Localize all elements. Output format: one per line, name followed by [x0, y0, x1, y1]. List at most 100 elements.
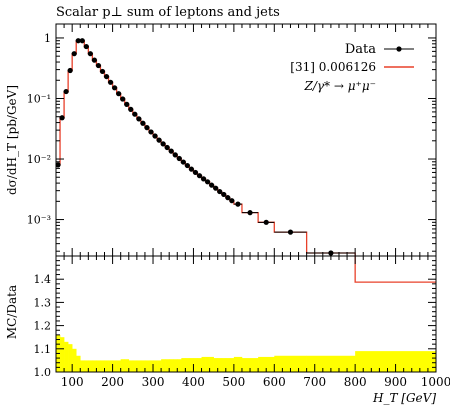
data-point [140, 120, 146, 126]
ratio-band-bin [258, 356, 275, 372]
data-point [132, 111, 138, 117]
ratio-band-bin [181, 358, 186, 372]
ratio-band-bin [72, 348, 77, 372]
ratio-band-bin [221, 358, 227, 372]
data-point [287, 229, 294, 235]
data-point [128, 106, 134, 113]
x-tick-label: 1000 [421, 375, 450, 389]
data-point [87, 51, 93, 57]
data-point [67, 67, 73, 74]
ratio-band-bin [205, 356, 210, 372]
ratio-band-bin [213, 358, 219, 372]
x-tick-label: 800 [344, 375, 367, 389]
data-point [209, 182, 215, 188]
x-tick-label: 200 [101, 375, 124, 389]
data-point [83, 43, 89, 50]
data-point [144, 125, 150, 131]
x-tick-label: 600 [263, 375, 286, 389]
data-point [156, 137, 162, 143]
ratio-band-bin [76, 355, 81, 372]
ratio-band-bin [225, 358, 231, 372]
data-point [136, 116, 142, 122]
ratio-band-bin [116, 360, 121, 372]
x-tick-label: 300 [142, 375, 165, 389]
ratio-band-bin [229, 358, 235, 372]
data-point [124, 101, 130, 107]
legend: Data [31] 0.006126 Z/γ* → μ⁺μ⁻ [290, 42, 414, 93]
data-point [95, 62, 102, 69]
ratio-band-bin [217, 358, 223, 372]
data-point [148, 129, 154, 135]
ratio-band-bin [68, 344, 73, 372]
ratio-band-bin [84, 360, 89, 372]
y-tick-label-ratio: 1.4 [34, 273, 52, 286]
ratio-band-bin [173, 359, 178, 372]
y-tick-label-main: 10⁻² [27, 153, 51, 166]
y-tick-label-main: 10⁻¹ [27, 92, 51, 105]
data-point [221, 191, 227, 198]
data-point [180, 159, 186, 165]
ratio-band-bin [241, 358, 259, 372]
data-point [112, 85, 118, 91]
data-point [176, 155, 182, 162]
ratio-band-bin [92, 360, 97, 372]
ratio-band-bin [136, 360, 142, 372]
ratio-band-bin [124, 359, 130, 372]
data-point [99, 68, 106, 75]
data-point [192, 169, 199, 176]
data-point [107, 79, 114, 85]
data-point [204, 179, 211, 185]
ratio-band-bin [274, 355, 307, 372]
ratio-band-bin [144, 360, 150, 372]
ratio-band-bin [161, 359, 166, 372]
ratio-band-bin [197, 358, 202, 372]
x-tick-label: 400 [182, 375, 205, 389]
y-tick-label-main: 10⁻³ [27, 214, 51, 227]
data-point [160, 141, 166, 147]
data-point [229, 198, 235, 204]
data-point [120, 96, 126, 102]
data-point [217, 188, 223, 195]
ratio-band-bin [209, 356, 214, 372]
ratio-band-bin [88, 360, 93, 372]
main-axes: 1 10⁻¹ 10⁻² 10⁻³ [27, 23, 437, 257]
data-point [75, 38, 81, 44]
ratio-band-bin [193, 358, 198, 372]
legend-label-mc: [31] 0.006126 [290, 60, 376, 74]
data-point [59, 115, 65, 121]
data-point [71, 51, 77, 57]
ratio-band-bin [157, 360, 162, 372]
ratio-band-bin [60, 337, 65, 372]
x-tick-label: 700 [303, 375, 326, 389]
y-axis-label-ratio: MC/Data [5, 285, 19, 339]
data-point [172, 152, 178, 158]
x-tick-label: 900 [384, 375, 407, 389]
ratio-band-bin [80, 360, 85, 372]
y-tick-label-ratio: 1.3 [34, 296, 52, 309]
data-point [225, 195, 231, 201]
data-point [63, 88, 69, 95]
ratio-band-bin [104, 360, 109, 372]
ratio-band-bin [233, 356, 243, 372]
main-series-layer [56, 40, 436, 283]
ratio-band-bin [128, 360, 134, 372]
data-point [79, 38, 85, 44]
y-tick-label-ratio: 1.0 [34, 366, 52, 379]
data-point [168, 148, 174, 154]
main-frame [55, 23, 437, 257]
ratio-band-bin [112, 360, 117, 372]
data-point [235, 201, 241, 207]
ratio-band-bin [100, 360, 105, 372]
data-point [188, 166, 195, 172]
legend-label-data: Data [345, 42, 376, 57]
data-point [152, 133, 158, 139]
ratio-band-bin [306, 355, 356, 372]
ratio-band-bin [201, 356, 206, 372]
data-point [116, 91, 122, 97]
ratio-band-bin [120, 359, 126, 372]
data-point [91, 57, 98, 63]
legend-process: Z/γ* → μ⁺μ⁻ [303, 79, 376, 93]
ratio-band-layer [56, 334, 437, 372]
data-point [200, 176, 207, 182]
